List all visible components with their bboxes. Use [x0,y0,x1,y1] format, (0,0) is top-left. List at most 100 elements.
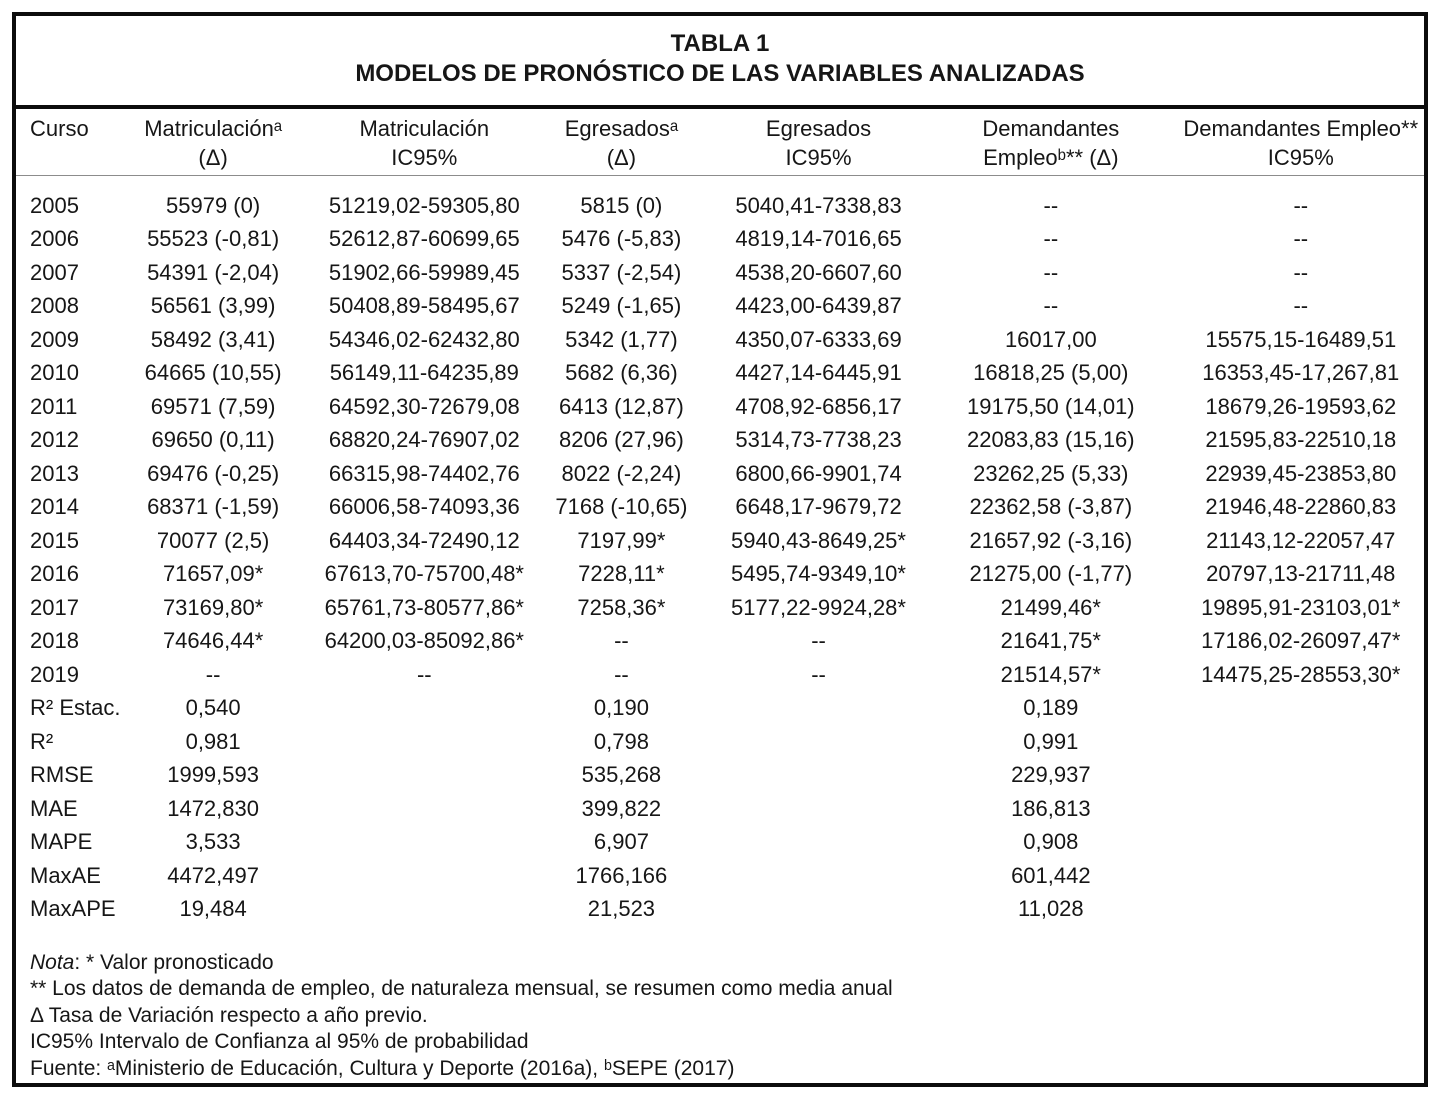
value-cell: 70077 (2,5) [156,527,270,553]
col-header-line: IC95% [785,145,852,170]
value-cell: 1472,830 [167,795,259,821]
value-cell: -- [1293,192,1309,218]
value-cell: 16818,25 (5,00) [973,360,1129,386]
row-label-cell: RMSE [30,762,94,788]
table-title: MODELOS DE PRONÓSTICO DE LAS VARIABLES A… [355,60,1085,87]
value-cell: 0,798 [593,728,649,754]
note-line-tasa-variacion: Δ Tasa de Variación respecto a año previ… [30,1003,428,1027]
value-cell: 5342 (1,77) [565,326,678,352]
col-header-demandantes-delta: Demandantes Empleoᵇ** (Δ) [924,109,1178,176]
value-cell: 21514,57* [1000,661,1101,687]
note-line-ic95: IC95% Intervalo de Confianza al 95% de p… [30,1030,529,1054]
value-cell: 17186,02-26097,47* [1201,628,1401,654]
col-header-line: Demandantes Empleo** [1183,116,1419,141]
value-cell [319,759,530,793]
table-row: 2009 58492 (3,41) 54346,02-62432,80 5342 (1… [16,323,1424,357]
value-cell: 6648,17-9679,72 [735,494,902,520]
note-line-fuente: Fuente: ᵃMinisterio de Educación, Cultur… [30,1056,735,1080]
value-cell: 5682 (6,36) [565,360,678,386]
value-cell: 69650 (0,11) [151,427,275,453]
col-header-curso: Curso [16,109,108,176]
value-cell [713,759,924,793]
table-row: 2016 71657,09* 67613,70-75700,48* 7228,11* 5… [16,558,1424,592]
value-cell: 55979 (0) [166,192,261,218]
value-cell: 5249 (-1,65) [561,293,682,319]
table-row: 2014 68371 (-1,59) 66006,58-74093,36 7168 (… [16,491,1424,525]
table-row: R² Estac. 0,540 0,190 0,189 [16,692,1424,726]
value-cell: 21946,48-22860,83 [1205,494,1397,520]
note-line-demanda-empleo: ** Los datos de demanda de empleo, de na… [30,977,893,1001]
value-cell: -- [1043,259,1059,285]
table-row: 2008 56561 (3,99) 50408,89-58495,67 5249 (-… [16,290,1424,324]
col-header-line: Egresados [765,116,872,141]
value-cell: 8206 (27,96) [559,427,684,453]
value-cell: 5495,74-9349,10* [731,561,906,587]
row-label-cell: MAPE [30,829,93,855]
value-cell: 601,442 [1011,862,1091,888]
value-cell: 22939,45-23853,80 [1205,460,1397,486]
value-cell: -- [1043,226,1059,252]
value-cell: 186,813 [1011,795,1091,821]
value-cell: 71657,09* [162,561,264,587]
value-cell: 4427,14-6445,91 [735,360,902,386]
value-cell: 56149,11-64235,89 [329,360,519,386]
value-cell: 18679,26-19593,62 [1205,393,1397,419]
col-header-line: Empleoᵇ** (Δ) [983,145,1119,170]
col-header-line: Curso [30,116,89,141]
value-cell: 16017,00 [1004,326,1097,352]
value-cell: 21499,46* [1000,594,1101,620]
value-cell: 3,533 [185,829,241,855]
row-label-cell: MaxAE [30,862,101,888]
value-cell: 7258,36* [577,594,666,620]
value-cell: 21595,83-22510,18 [1205,427,1397,453]
value-cell [1178,893,1424,927]
col-header-line: Egresadosᵃ [564,116,679,141]
value-cell: 22083,83 (15,16) [967,427,1135,453]
value-cell: 74646,44* [162,628,264,654]
value-cell: 6413 (12,87) [559,393,684,419]
value-cell: 21657,92 (-3,16) [969,527,1133,553]
table-header: Curso Matriculaciónᵃ (Δ) Matriculación I… [16,109,1424,176]
value-cell: 1999,593 [167,762,259,788]
value-cell [1178,792,1424,826]
row-label-cell: 2013 [30,460,79,486]
value-cell: 69571 (7,59) [150,393,276,419]
row-label-cell: 2008 [30,293,79,319]
value-cell: 64592,30-72679,08 [328,393,520,419]
value-cell [1178,725,1424,759]
value-cell: 0,981 [185,728,241,754]
value-cell: 0,540 [185,695,241,721]
row-label-cell: R² Estac. [30,695,121,721]
value-cell: 6,907 [593,829,649,855]
row-label-cell: 2012 [30,427,79,453]
value-cell: 73169,80* [162,594,264,620]
table-row: MAE 1472,830 399,822 186,813 [16,792,1424,826]
value-cell: 16353,45-17,267,81 [1202,360,1400,386]
table-row: 2013 69476 (-0,25) 66315,98-74402,76 8022 (… [16,457,1424,491]
value-cell: 4819,14-7016,65 [735,226,902,252]
value-cell [713,893,924,927]
value-cell: 64200,03-85092,86* [324,628,524,654]
value-cell [319,725,530,759]
row-label-cell: MAE [30,795,78,821]
value-cell: 64665 (10,55) [144,360,282,386]
col-header-egresados-delta: Egresadosᵃ (Δ) [529,109,713,176]
value-cell: 69476 (-0,25) [147,460,280,486]
col-header-line: Matriculaciónᵃ [144,116,282,141]
value-cell: 58492 (3,41) [150,326,276,352]
value-cell: 4350,07-6333,69 [735,326,902,352]
value-cell: 5337 (-2,54) [561,259,682,285]
table-row: 2012 69650 (0,11) 68820,24-76907,02 8206 (2… [16,424,1424,458]
value-cell [713,826,924,860]
value-cell: 21275,00 (-1,77) [969,561,1133,587]
value-cell: 21,523 [587,896,656,922]
table-row: MaxAE 4472,497 1766,166 601,442 [16,859,1424,893]
col-header-line: IC95% [1267,145,1334,170]
value-cell [319,692,530,726]
table-row: 2017 73169,80* 65761,73-80577,86* 7258,36* 5… [16,591,1424,625]
value-cell [1178,692,1424,726]
table-row: 2011 69571 (7,59) 64592,30-72679,08 6413 (1… [16,390,1424,424]
value-cell: 52612,87-60699,65 [328,226,520,252]
row-label-cell: 2009 [30,326,79,352]
